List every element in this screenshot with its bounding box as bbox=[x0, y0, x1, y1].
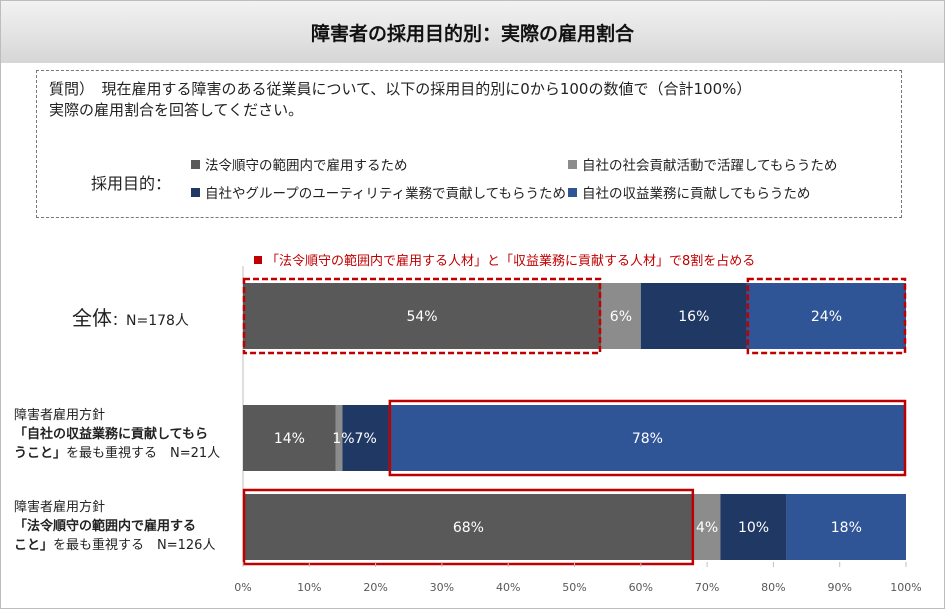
row-label-all-main: 全体 bbox=[72, 306, 112, 330]
bar-segment-r2-s0 bbox=[243, 494, 694, 560]
bar-label-r1-s3: 78% bbox=[632, 431, 663, 447]
note-text: 「法令順守の範囲内で雇用する人材」と「収益業務に貢献する人材」で8割を占める bbox=[266, 254, 756, 269]
row-label-revenue-line1: 障害者雇用方針 bbox=[14, 408, 106, 423]
bar-segment-r2-s2 bbox=[720, 494, 787, 560]
legend-swatch-compliance bbox=[191, 159, 200, 169]
x-tick-label-0: 0% bbox=[234, 581, 251, 594]
legend-item-compliance: 法令順守の範囲内で雇用するため bbox=[191, 154, 408, 174]
bar-segment-r2-s1 bbox=[693, 494, 721, 560]
bar-segment-r2-s3 bbox=[786, 494, 906, 560]
bar-segment-r1-s0 bbox=[243, 405, 336, 471]
bar-label-r2-s2: 10% bbox=[738, 520, 769, 536]
row-label-revenue-line3b: を最も重視する N=21人 bbox=[66, 446, 221, 461]
bar-label-r1-s0: 14% bbox=[274, 431, 305, 447]
question-line-2: 実際の雇用割合を回答してください。 bbox=[49, 101, 304, 119]
row-label-compliance-policy: 障害者雇用方針 「法令順守の範囲内で雇用する こと」を最も重視する N=126人 bbox=[14, 498, 215, 555]
purpose-label: 採用目的： bbox=[91, 174, 172, 193]
bar-label-r2-s1: 4% bbox=[696, 520, 718, 536]
question-box: 質問） 現在雇用する障害のある従業員について、以下の採用目的別に0から100の数… bbox=[36, 70, 902, 218]
x-tick-label-7: 70% bbox=[695, 581, 719, 594]
question-text: 質問） 現在雇用する障害のある従業員について、以下の採用目的別に0から100の数… bbox=[49, 79, 751, 121]
row-label-compliance-line2: 「法令順守の範囲内で雇用する bbox=[14, 519, 197, 534]
bar-segment-r0-s1 bbox=[601, 283, 641, 349]
bar-label-r2-s3: 18% bbox=[831, 520, 862, 536]
x-tick-label-1: 10% bbox=[297, 581, 321, 594]
bar-segment-r0-s0 bbox=[243, 283, 602, 349]
bar-label-r0-s0: 54% bbox=[406, 309, 437, 325]
legend-item-revenue: 自社の収益業務に貢献してもらうため bbox=[568, 182, 810, 202]
x-tick-label-5: 50% bbox=[562, 581, 586, 594]
legend-swatch-utility bbox=[191, 187, 200, 197]
note-marker bbox=[254, 255, 262, 264]
x-tick-label-9: 90% bbox=[827, 581, 851, 594]
x-tick-label-3: 30% bbox=[430, 581, 454, 594]
row-label-compliance-line3a: こと」 bbox=[14, 538, 54, 553]
bar-label-r0-s1: 6% bbox=[610, 309, 632, 325]
x-tick-label-6: 60% bbox=[629, 581, 653, 594]
bar-segment-r1-s3 bbox=[388, 405, 906, 471]
row-label-revenue-line2: 「自社の収益業務に貢献してもら bbox=[14, 427, 208, 442]
bar-label-r0-s3: 24% bbox=[811, 309, 842, 325]
x-tick-label-2: 20% bbox=[363, 581, 387, 594]
bar-segment-r0-s3 bbox=[746, 283, 906, 349]
row-label-all: 全体：N=178人 bbox=[72, 302, 189, 331]
highlight-box-1 bbox=[746, 277, 907, 355]
row-label-revenue-policy: 障害者雇用方針 「自社の収益業務に貢献してもら うこと」を最も重視する N=21… bbox=[14, 406, 220, 463]
legend-item-social: 自社の社会貢献活動で活躍してもらうため bbox=[568, 154, 837, 174]
bar-segment-r0-s2 bbox=[640, 283, 747, 349]
row-label-revenue-line3a: うこと」 bbox=[14, 446, 67, 461]
legend-label-revenue: 自社の収益業務に貢献してもらうため bbox=[582, 186, 811, 202]
bar-segment-r1-s2 bbox=[342, 405, 389, 471]
x-tick-label-10: 100% bbox=[890, 581, 921, 594]
page-title: 障害者の採用目的別：実際の雇用割合 bbox=[310, 22, 634, 45]
bar-label-r0-s2: 16% bbox=[678, 309, 709, 325]
bars-group: 54% 6% 16% 24% 14% 1% 7% 78% 68% 4% 10% 18% bbox=[243, 283, 906, 560]
highlights-group bbox=[242, 277, 907, 566]
highlight-box-0 bbox=[242, 277, 602, 355]
highlight-box-2 bbox=[388, 399, 907, 477]
legend-label-social: 自社の社会貢献活動で活躍してもらうため bbox=[582, 158, 838, 174]
row-label-compliance-line1: 障害者雇用方針 bbox=[14, 500, 106, 515]
x-tick-label-4: 40% bbox=[496, 581, 520, 594]
bar-label-r1-s1: 1% bbox=[332, 431, 354, 447]
highlight-box-3 bbox=[242, 488, 695, 566]
legend-label-compliance: 法令順守の範囲内で雇用するため bbox=[205, 158, 408, 174]
bar-label-r2-s0: 68% bbox=[453, 520, 484, 536]
legend-item-utility: 自社やグループのユーティリティ業務で貢献してもらうため bbox=[191, 182, 566, 202]
row-label-compliance-line3b: を最も重視する N=126人 bbox=[53, 538, 216, 553]
highlight-note: 「法令順守の範囲内で雇用する人材」と「収益業務に貢献する人材」で8割を占める bbox=[254, 250, 755, 269]
bar-label-r1-s2: 7% bbox=[355, 431, 377, 447]
x-tick-label-8: 80% bbox=[761, 581, 785, 594]
question-line-1: 質問） 現在雇用する障害のある従業員について、以下の採用目的別に0から100の数… bbox=[49, 80, 752, 98]
legend-swatch-social bbox=[568, 159, 577, 169]
title-bar: 障害者の採用目的別：実際の雇用割合 bbox=[1, 1, 944, 63]
bar-segment-r1-s1 bbox=[335, 405, 343, 471]
x-ticks-group: 0% 10% 20% 30% 40% 50% 60% 70% 80% 90% 100% bbox=[234, 562, 922, 594]
legend-label-utility: 自社やグループのユーティリティ業務で貢献してもらうため bbox=[205, 186, 566, 202]
row-label-all-n: ：N=178人 bbox=[112, 313, 189, 329]
legend-swatch-revenue bbox=[568, 187, 577, 197]
